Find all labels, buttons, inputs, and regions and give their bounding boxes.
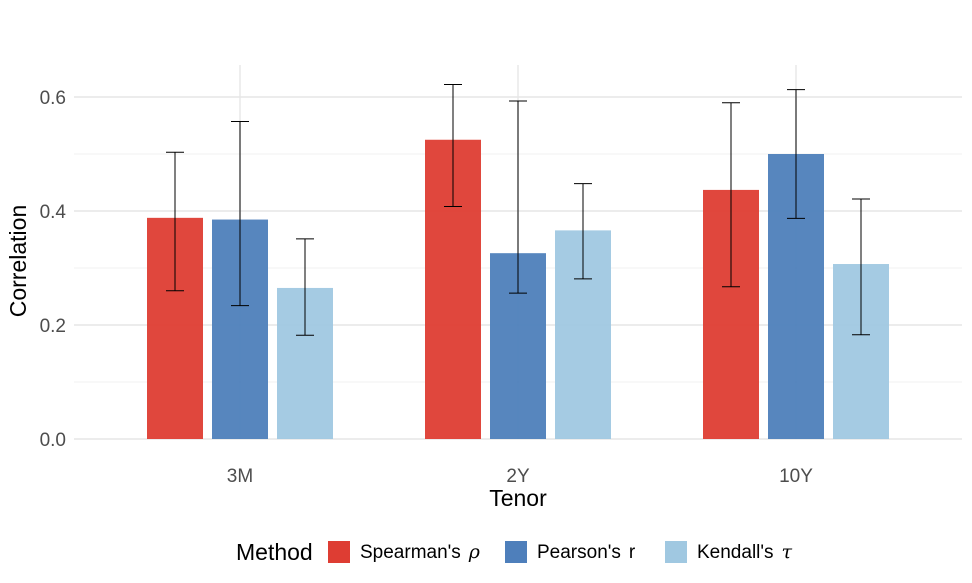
- error-bar: [166, 151, 184, 292]
- error-bar: [787, 89, 805, 219]
- x-axis-title: Tenor: [489, 485, 547, 511]
- legend-symbol: ρ: [468, 541, 481, 563]
- error-bar: [574, 183, 592, 280]
- y-tick-label: 0.6: [40, 88, 66, 109]
- legend-label: Pearson's r: [537, 542, 636, 563]
- legend-key: [505, 541, 527, 563]
- x-tick-label: 3M: [227, 466, 253, 487]
- y-axis-title: Correlation: [5, 205, 31, 318]
- y-tick-label: 0.2: [40, 316, 66, 337]
- error-bars-layer: [166, 83, 870, 336]
- legend-item: Kendall's τ: [665, 541, 793, 563]
- y-axis: 0.0 0.2 0.4 0.6: [40, 88, 67, 451]
- legend-label: Spearman's ρ: [360, 541, 481, 563]
- error-bar: [444, 83, 462, 207]
- legend-method-name: Pearson's: [537, 542, 621, 563]
- y-tick-label: 0.0: [40, 430, 66, 451]
- legend-label: Kendall's τ: [697, 541, 793, 563]
- legend-title: Method: [236, 539, 313, 565]
- legend-symbol: τ: [782, 541, 793, 563]
- error-bar: [722, 102, 740, 288]
- y-tick-label: 0.4: [40, 202, 67, 223]
- legend-key: [328, 541, 350, 563]
- error-bar: [852, 198, 870, 336]
- error-bar: [296, 238, 314, 336]
- x-axis: 3M 2Y 10Y: [227, 466, 813, 487]
- error-bar: [509, 100, 527, 294]
- legend-item: Pearson's r: [505, 541, 636, 563]
- legend: Method Spearman's ρ Pearson's r Kendall's τ: [236, 539, 793, 565]
- legend-method-name: Spearman's: [360, 542, 461, 563]
- legend-item: Spearman's ρ: [328, 541, 481, 563]
- legend-method-name: Kendall's: [697, 542, 774, 563]
- x-tick-label: 2Y: [506, 466, 530, 487]
- x-tick-label: 10Y: [779, 466, 813, 487]
- error-bar: [231, 121, 249, 307]
- legend-key: [665, 541, 687, 563]
- legend-symbol: r: [629, 542, 636, 563]
